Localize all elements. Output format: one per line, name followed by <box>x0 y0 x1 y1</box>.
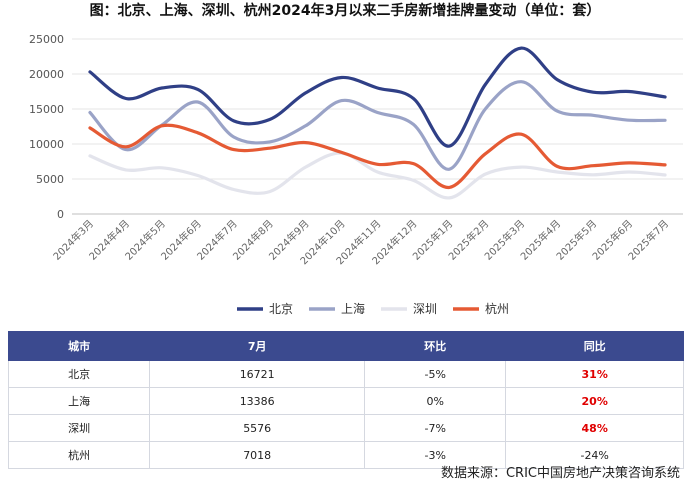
cell-yoy: -24% <box>505 441 684 469</box>
summary-table: 城市 7月 环比 同比 北京 16721 -5% 31% 上海 13386 0%… <box>7 331 684 469</box>
cell-yoy: 31% <box>505 360 684 388</box>
cell-july: 7018 <box>149 441 366 469</box>
series-line-杭州 <box>88 123 667 189</box>
cell-july: 5576 <box>149 414 366 442</box>
cell-city: 深圳 <box>7 414 151 442</box>
legend-label: 上海 <box>341 301 365 316</box>
cell-city: 北京 <box>7 360 151 388</box>
header-yoy: 同比 <box>505 331 684 361</box>
series-line-北京 <box>88 46 667 148</box>
cell-city: 杭州 <box>7 441 151 469</box>
series-line-上海 <box>88 80 667 171</box>
y-tick-label: 10000 <box>29 138 64 151</box>
header-july: 7月 <box>149 331 366 361</box>
table-row: 杭州 7018 -3% -24% <box>7 441 684 469</box>
legend-label: 深圳 <box>413 302 437 316</box>
cell-yoy: 20% <box>505 387 684 415</box>
header-mom: 环比 <box>364 331 507 361</box>
series-line-深圳 <box>88 151 667 200</box>
y-tick-label: 20000 <box>29 68 64 81</box>
cell-july: 16721 <box>149 360 366 388</box>
y-tick-label: 15000 <box>29 103 64 116</box>
cell-mom: -7% <box>364 414 507 442</box>
y-tick-label: 25000 <box>29 33 64 46</box>
chart-title: 图：北京、上海、深圳、杭州2024年3月以来二手房新增挂牌量变动（单位：套） <box>89 3 601 19</box>
cell-mom: -3% <box>364 441 507 469</box>
table-row: 北京 16721 -5% 31% <box>7 360 684 388</box>
legend-label: 杭州 <box>485 301 509 316</box>
y-tick-label: 5000 <box>36 173 64 186</box>
cell-july: 13386 <box>149 387 366 415</box>
line-chart: 05000100001500020000250002024年3月2024年4月2… <box>29 33 683 316</box>
header-city: 城市 <box>7 331 151 361</box>
cell-mom: -5% <box>364 360 507 388</box>
table-row: 上海 13386 0% 20% <box>7 387 684 415</box>
cell-yoy: 48% <box>505 414 684 442</box>
cell-mom: 0% <box>364 387 507 415</box>
cell-city: 上海 <box>7 387 151 415</box>
table-row: 深圳 5576 -7% 48% <box>7 414 684 442</box>
legend-label: 北京 <box>269 302 293 316</box>
table-header-row: 城市 7月 环比 同比 <box>7 331 684 361</box>
y-tick-label: 0 <box>57 208 64 221</box>
data-source: 数据来源：CRIC中国房地产决策咨询系统 <box>440 466 680 481</box>
